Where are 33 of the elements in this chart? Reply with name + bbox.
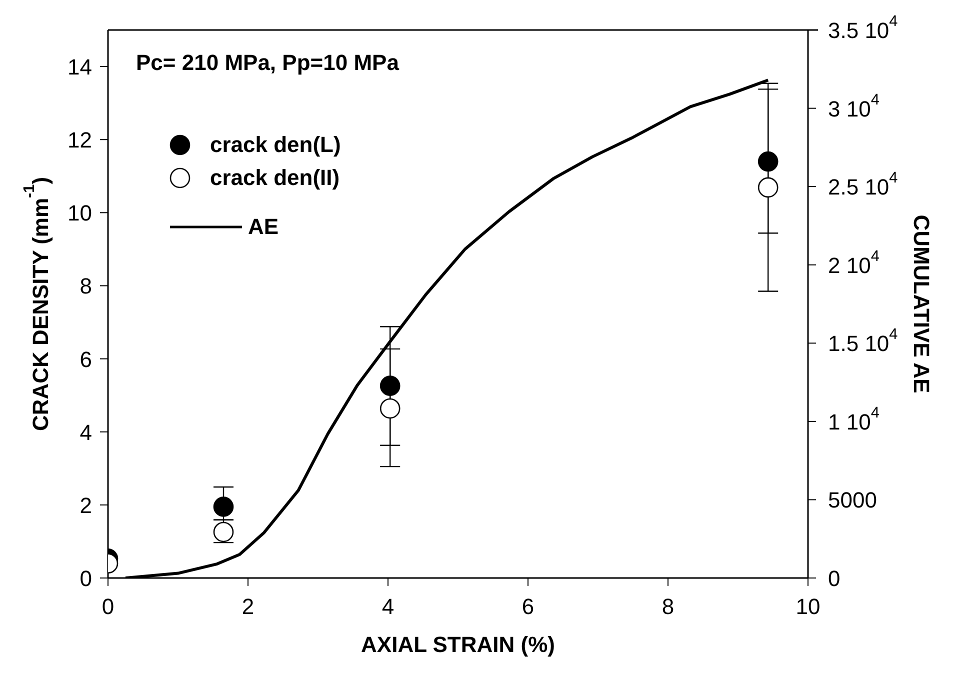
x-tick-label: 2 bbox=[242, 594, 254, 618]
x-tick-label: 4 bbox=[382, 594, 394, 618]
y2-tick-label: 3.5 10$^{4}$ bbox=[828, 13, 898, 42]
x-tick-label: 0 bbox=[102, 594, 114, 618]
y-tick-label: 14 bbox=[68, 54, 92, 80]
y2-tick-label: 5000 bbox=[828, 487, 877, 512]
y2-axis-title: CUMULATIVE AE bbox=[909, 214, 934, 394]
point bbox=[380, 376, 400, 396]
y-tick-label: 0 bbox=[80, 566, 92, 590]
y2-tick-label: 3 10$^{4}$ bbox=[828, 91, 880, 121]
x-tick-label: 10 bbox=[796, 594, 820, 618]
legend-label: crack den(L) bbox=[210, 132, 341, 158]
x-axis-title: AXIAL STRAIN (%) bbox=[361, 632, 555, 657]
y2-tick-label: 0 bbox=[828, 566, 840, 590]
y-tick-label: 12 bbox=[68, 127, 92, 152]
y2-tick-label: 2 10$^{4}$ bbox=[828, 248, 880, 278]
y-tick-label: 8 bbox=[80, 273, 92, 298]
y2-tick-label: 1.5 10$^{4}$ bbox=[828, 326, 898, 356]
y2-tick-label: 1 10$^{4}$ bbox=[828, 404, 880, 434]
x-tick-label: 6 bbox=[522, 594, 534, 618]
legend-label: crack den(II) bbox=[210, 164, 340, 190]
y-tick-label: 10 bbox=[68, 200, 92, 226]
point bbox=[380, 398, 400, 419]
y-tick-label: 6 bbox=[80, 346, 92, 372]
legend-label: AE bbox=[248, 214, 279, 240]
point bbox=[758, 177, 778, 198]
x-tick-label: 8 bbox=[662, 594, 674, 618]
point bbox=[758, 151, 778, 172]
y-tick-label: 2 bbox=[80, 492, 92, 518]
y-tick-label: 4 bbox=[80, 419, 92, 444]
annotation: Pc= 210 MPa, Pp=10 MPa bbox=[136, 50, 400, 75]
point bbox=[213, 496, 234, 517]
y2-tick-label: 2.5 10$^{4}$ bbox=[828, 170, 898, 200]
